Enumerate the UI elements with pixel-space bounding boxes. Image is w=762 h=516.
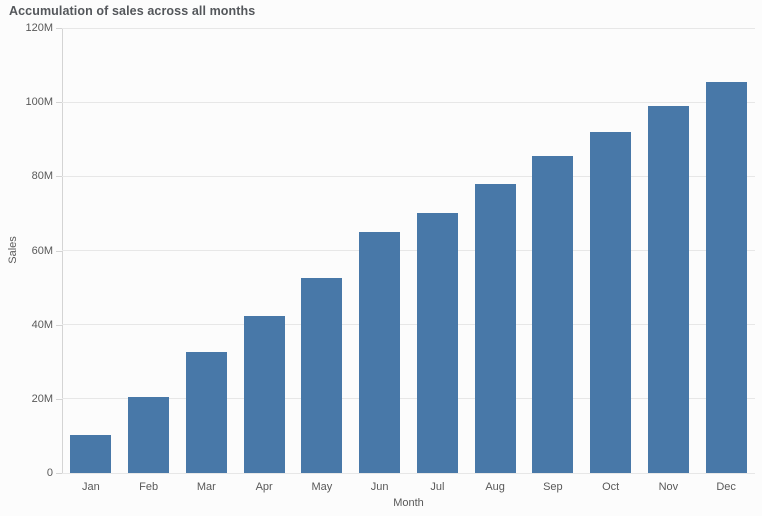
y-tick-label-60M: 60M xyxy=(31,244,53,257)
x-tick-label-aug: Aug xyxy=(485,481,505,493)
y-tick-label-20M: 20M xyxy=(31,392,53,405)
bar-nov[interactable] xyxy=(647,105,689,473)
x-tick-label-jun: Jun xyxy=(370,481,389,493)
x-tick-label-sep: Sep xyxy=(543,481,563,493)
y-axis-line xyxy=(62,28,63,474)
bar-sep[interactable] xyxy=(532,155,574,473)
gridline-0 xyxy=(62,472,755,474)
gridline-60M xyxy=(62,250,755,251)
plot-area xyxy=(62,27,755,474)
y-tick-60M xyxy=(56,250,62,252)
y-tick-label-0: 0 xyxy=(46,467,53,479)
y-tick-120M xyxy=(56,28,62,29)
bar-oct[interactable] xyxy=(590,132,632,473)
y-tick-label-40M: 40M xyxy=(31,318,53,331)
y-tick-80M xyxy=(56,176,62,178)
gridline-120M xyxy=(62,27,755,29)
y-axis-title: Sales xyxy=(7,236,19,264)
y-tick-0 xyxy=(56,473,62,474)
x-axis-title: Month xyxy=(393,497,424,509)
bar-may[interactable] xyxy=(301,277,343,473)
y-tick-label-120M: 120M xyxy=(25,22,53,34)
x-tick-label-feb: Feb xyxy=(139,481,159,493)
bar-dec[interactable] xyxy=(705,82,747,473)
bar-apr[interactable] xyxy=(243,316,285,473)
x-tick-label-oct: Oct xyxy=(602,481,620,493)
bar-jun[interactable] xyxy=(359,231,401,473)
gridline-100M xyxy=(62,101,755,103)
gridline-40M xyxy=(62,324,755,326)
y-tick-100M xyxy=(56,102,62,104)
bar-jul[interactable] xyxy=(416,212,458,473)
bar-jan[interactable] xyxy=(70,434,112,473)
x-tick-label-apr: Apr xyxy=(255,481,273,493)
x-tick-label-jan: Jan xyxy=(82,481,100,493)
gridline-80M xyxy=(62,175,755,177)
y-tick-20M xyxy=(56,398,62,400)
bar-feb[interactable] xyxy=(128,396,170,473)
y-tick-40M xyxy=(56,324,62,326)
bar-aug[interactable] xyxy=(474,184,516,473)
x-tick-label-nov: Nov xyxy=(658,481,679,493)
x-tick-label-may: May xyxy=(311,481,333,493)
bar-mar[interactable] xyxy=(185,352,227,473)
gridline-20M xyxy=(62,398,755,400)
y-tick-label-80M: 80M xyxy=(31,170,53,183)
x-tick-label-dec: Dec xyxy=(716,481,736,493)
x-tick-label-jul: Jul xyxy=(430,481,445,493)
x-tick-label-mar: Mar xyxy=(196,481,216,493)
chart-title: Accumulation of sales across all months xyxy=(9,4,256,18)
y-tick-label-100M: 100M xyxy=(25,96,53,109)
